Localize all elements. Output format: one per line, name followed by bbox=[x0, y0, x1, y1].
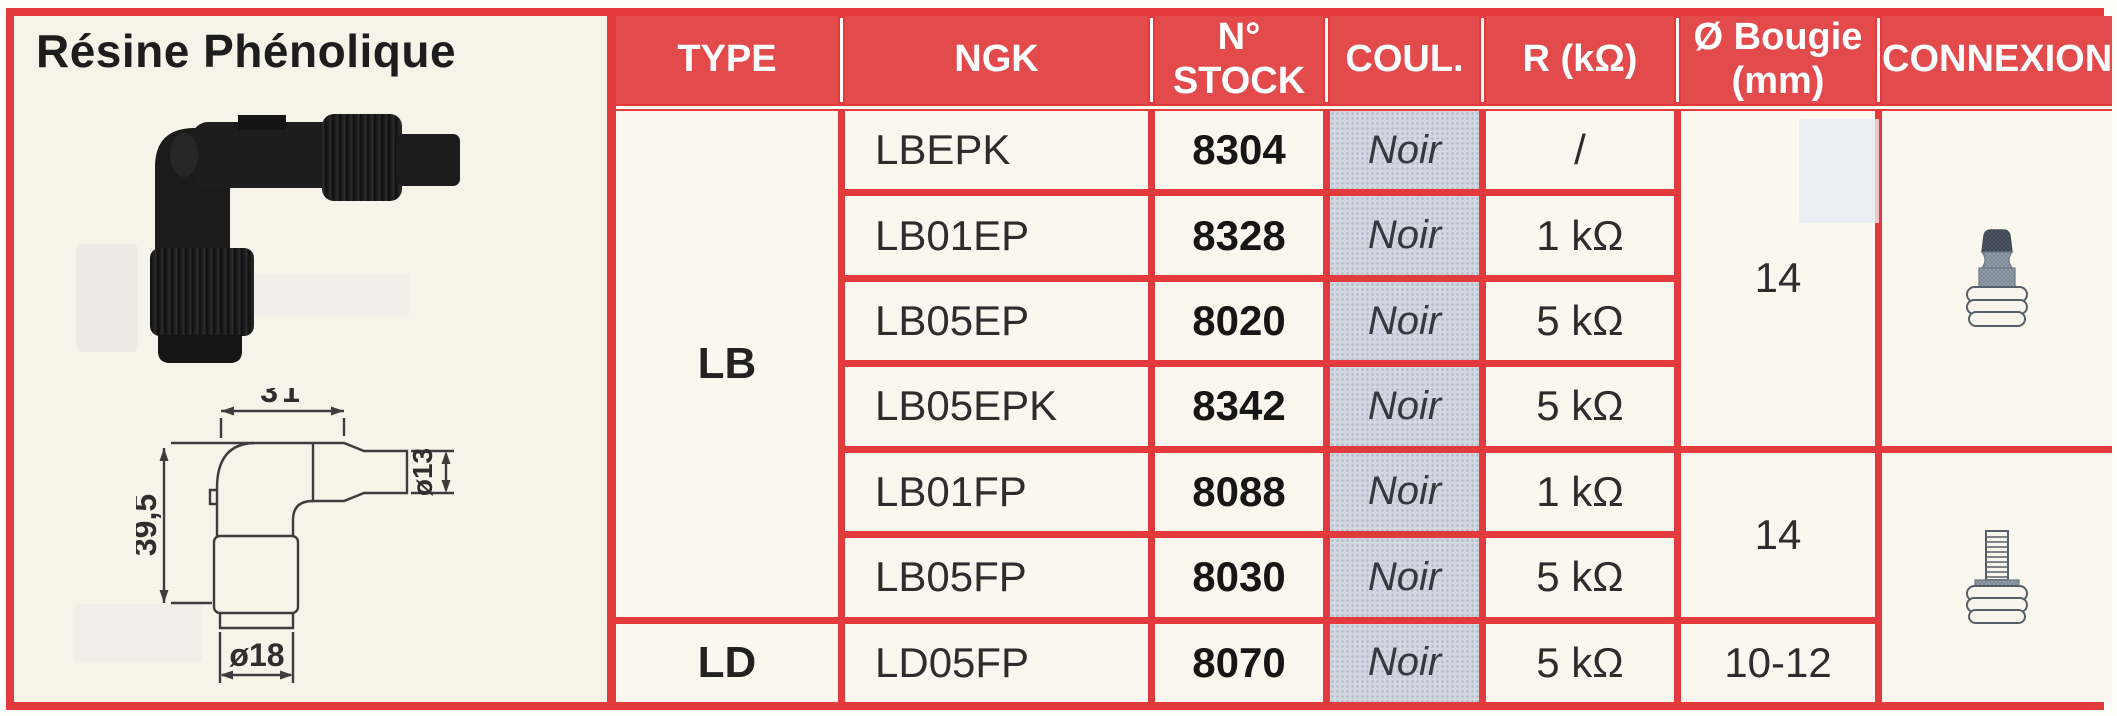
solid-terminal-connector-icon bbox=[1966, 229, 2029, 328]
stock-cell: 8030 bbox=[1155, 538, 1323, 617]
column-header-stock: N° STOCK bbox=[1148, 16, 1330, 109]
bougie-diameter-cell: 10-12 bbox=[1681, 623, 1875, 702]
bougie-diameter-cell: 14 bbox=[1681, 111, 1879, 446]
product-table: TYPE NGK N° STOCK COUL. R (kΩ) Ø Bougie … bbox=[607, 16, 2117, 702]
stock-cell: 8304 bbox=[1155, 111, 1323, 190]
couleur-cell: Noir bbox=[1330, 111, 1479, 190]
spark-plug-cap-photo bbox=[150, 114, 460, 363]
technical-drawing: 31 39,5 ø13 ø18 bbox=[136, 388, 454, 683]
dimension-height-label: 39,5 bbox=[136, 494, 163, 556]
resistance-cell: 5 kΩ bbox=[1486, 281, 1674, 361]
type-cell-ld: LD bbox=[616, 623, 838, 702]
resistance-cell: 5 kΩ bbox=[1486, 538, 1674, 617]
ngk-cell: LBEPK bbox=[845, 111, 1148, 190]
column-header-resistance: R (kΩ) bbox=[1479, 16, 1681, 109]
couleur-cell: Noir bbox=[1330, 367, 1479, 446]
stock-cell: 8088 bbox=[1155, 452, 1323, 532]
product-panel: Résine Phénolique bbox=[14, 16, 607, 702]
threaded-terminal-connector-icon bbox=[1966, 530, 2029, 625]
column-header-type: TYPE bbox=[616, 16, 845, 109]
stock-cell: 8342 bbox=[1155, 367, 1323, 446]
resistance-cell: 1 kΩ bbox=[1486, 452, 1674, 532]
stock-cell: 8070 bbox=[1155, 623, 1323, 702]
column-header-connexion: CONNEXION bbox=[1874, 16, 2117, 109]
resistance-cell: 5 kΩ bbox=[1486, 623, 1674, 702]
connexion-cell bbox=[1882, 452, 2113, 702]
bougie-diameter-cell: 14 bbox=[1681, 452, 1875, 617]
couleur-cell: Noir bbox=[1330, 452, 1479, 532]
ngk-cell: LB05FP bbox=[845, 538, 1148, 617]
resistance-cell: 1 kΩ bbox=[1486, 196, 1674, 275]
column-header-bougie-diameter: Ø Bougie (mm) bbox=[1674, 16, 1882, 109]
couleur-cell: Noir bbox=[1330, 281, 1479, 361]
couleur-cell: Noir bbox=[1330, 623, 1479, 702]
column-header-ngk: NGK bbox=[838, 16, 1155, 109]
ngk-cell: LB01FP bbox=[845, 452, 1148, 532]
resistance-cell: / bbox=[1486, 111, 1674, 190]
content-frame: Résine Phénolique bbox=[6, 8, 2117, 710]
ngk-cell: LB05EP bbox=[845, 281, 1148, 361]
type-cell-lb: LB bbox=[616, 111, 838, 617]
page-title: Résine Phénolique bbox=[36, 25, 457, 77]
couleur-cell: Noir bbox=[1330, 538, 1479, 617]
ngk-cell: LD05FP bbox=[845, 623, 1148, 702]
stock-cell: 8020 bbox=[1155, 281, 1323, 361]
stock-cell: 8328 bbox=[1155, 196, 1323, 275]
dimension-base-diameter-label: ø18 bbox=[229, 637, 284, 673]
scan-bleed-artifact bbox=[1799, 119, 1879, 223]
column-header-couleur: COUL. bbox=[1323, 16, 1486, 109]
connexion-cell bbox=[1882, 111, 2113, 446]
ngk-cell: LB05EPK bbox=[845, 367, 1148, 446]
dimension-nozzle-diameter-label: ø13 bbox=[407, 448, 438, 496]
scan-bleed-artifact bbox=[76, 244, 138, 352]
dimension-width-label: 31 bbox=[260, 388, 304, 409]
couleur-cell: Noir bbox=[1330, 196, 1479, 275]
ngk-cell: LB01EP bbox=[845, 196, 1148, 275]
resistance-cell: 5 kΩ bbox=[1486, 367, 1674, 446]
